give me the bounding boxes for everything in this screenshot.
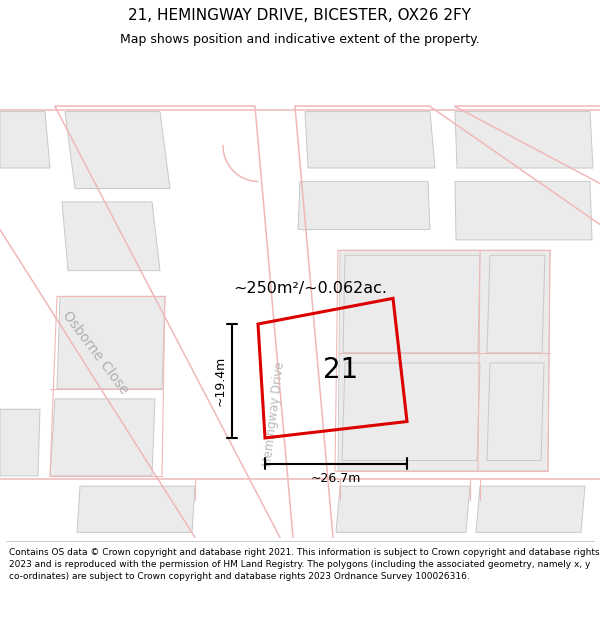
Polygon shape — [298, 181, 430, 229]
Polygon shape — [50, 399, 155, 476]
Polygon shape — [65, 112, 170, 189]
Text: ~26.7m: ~26.7m — [311, 472, 361, 485]
Polygon shape — [0, 106, 280, 538]
Text: Osborne Close: Osborne Close — [59, 309, 131, 397]
Polygon shape — [0, 112, 50, 168]
Polygon shape — [487, 255, 545, 352]
Polygon shape — [57, 296, 165, 389]
Polygon shape — [476, 486, 585, 532]
Text: Contains OS data © Crown copyright and database right 2021. This information is : Contains OS data © Crown copyright and d… — [9, 548, 599, 581]
Polygon shape — [0, 50, 600, 109]
Polygon shape — [0, 471, 600, 538]
Text: ~19.4m: ~19.4m — [214, 356, 227, 406]
Polygon shape — [0, 409, 40, 476]
Polygon shape — [62, 202, 160, 271]
Text: 21, HEMINGWAY DRIVE, BICESTER, OX26 2FY: 21, HEMINGWAY DRIVE, BICESTER, OX26 2FY — [128, 8, 472, 22]
Polygon shape — [342, 363, 480, 461]
Polygon shape — [77, 486, 195, 532]
Polygon shape — [305, 112, 435, 168]
Polygon shape — [336, 486, 470, 532]
Text: Map shows position and indicative extent of the property.: Map shows position and indicative extent… — [120, 32, 480, 46]
Text: ~250m²/~0.062ac.: ~250m²/~0.062ac. — [233, 281, 387, 296]
Polygon shape — [455, 112, 593, 168]
Polygon shape — [338, 250, 550, 471]
Text: Hemingway Drive: Hemingway Drive — [261, 361, 287, 468]
Polygon shape — [455, 181, 592, 240]
Polygon shape — [487, 363, 544, 461]
Polygon shape — [430, 50, 600, 255]
Polygon shape — [255, 106, 335, 538]
Text: 21: 21 — [323, 356, 358, 384]
Polygon shape — [343, 255, 480, 352]
